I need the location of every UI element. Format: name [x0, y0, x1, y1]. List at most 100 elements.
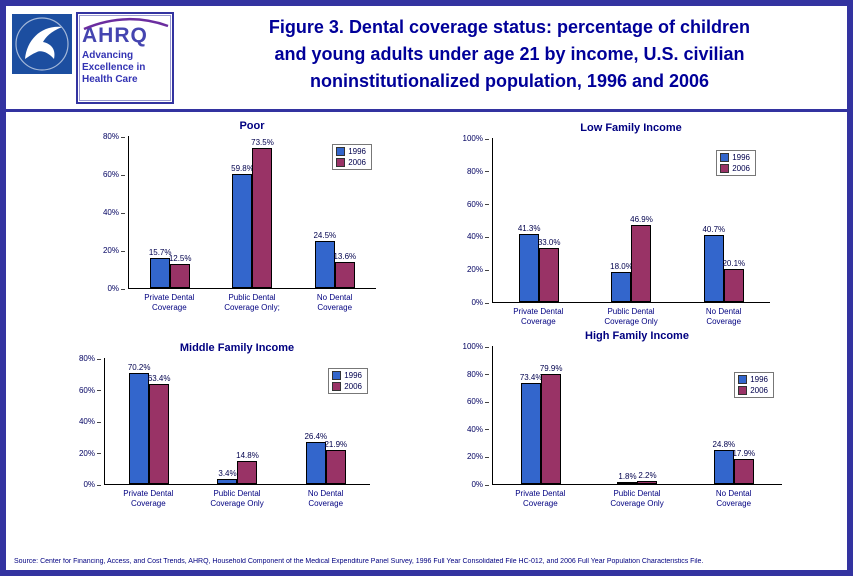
bar-1996: 1.8%	[617, 472, 638, 484]
chart-low-family-income: Low Family Income 0% 20% 40% 60% 80% 100% 199…	[458, 122, 770, 327]
ahrq-tagline-line: Advancing	[82, 50, 134, 61]
bar-group: 15.7% 12.5%	[149, 248, 192, 288]
chart-title: Middle Family Income	[179, 342, 295, 354]
bar-value-label: 20.1%	[722, 259, 746, 269]
bar-value-label: 17.9%	[732, 449, 756, 459]
bar-2006: 17.9%	[732, 449, 755, 484]
y-tick-label: 80%	[102, 132, 126, 141]
bar-1996: 26.4%	[304, 432, 327, 484]
bar-rect-2006	[637, 480, 658, 484]
y-tick-label: 20%	[78, 448, 102, 458]
bar-2006: 14.8%	[236, 451, 259, 484]
legend-label: 1996	[344, 371, 362, 380]
bar-group: 40.7% 20.1%	[702, 225, 746, 302]
legend-item-1996: 1996	[332, 371, 362, 380]
bar-2006: 46.9%	[630, 215, 653, 302]
bar-2006: 33.0%	[538, 238, 561, 302]
legend-swatch	[336, 147, 346, 156]
plot-area: 1996 2006 15.7% 12.5% 59.8% 73.5% 24.5% 13.6%	[128, 136, 376, 289]
bar-2006: 12.5%	[169, 254, 192, 288]
bar-rect-1996	[129, 373, 150, 484]
bar-rect-2006	[631, 225, 652, 302]
x-category-label: Public Dental Coverage Only	[610, 489, 664, 508]
legend-swatch	[336, 158, 346, 167]
legend-swatch	[738, 386, 748, 395]
figure-title-line: noninstitutionalized population, 1996 an…	[309, 71, 710, 91]
legend-label: 1996	[750, 375, 768, 384]
legend-label: 2006	[344, 382, 362, 391]
legend-swatch	[332, 382, 342, 391]
y-tick-label: 20%	[466, 452, 490, 462]
x-category-label: Public Dental Coverage Only;	[224, 293, 280, 312]
bar-rect-1996	[232, 174, 253, 288]
x-category-label: Private Dental Coverage	[515, 489, 566, 508]
legend-item-1996: 1996	[720, 153, 750, 162]
plot-area: 1996 2006 70.2% 63.4% 3.4% 14.8% 26.4% 21.9%	[104, 358, 370, 485]
y-tick-label: 40%	[102, 208, 126, 217]
y-tick-label: 80%	[466, 166, 490, 176]
plot-area: 1996 2006 41.3% 33.0% 18.0% 46.9% 40.7% 20.1%	[492, 138, 770, 303]
x-category-label: No Dental Coverage	[307, 489, 344, 508]
y-tick-label: 40%	[466, 424, 490, 434]
bar-2006: 2.2%	[637, 471, 658, 484]
x-category-label: Public Dental Coverage Only	[604, 307, 658, 326]
plot-area: 1996 2006 73.4% 79.9% 1.8% 2.2% 24.8% 17.9%	[492, 346, 782, 485]
chart-title: Poor	[239, 120, 265, 132]
y-tick-label: 60%	[466, 199, 490, 209]
bar-rect-2006	[170, 264, 191, 288]
y-tick-label: 80%	[78, 354, 102, 363]
chart-body: 0% 20% 40% 60% 80% 100% 1996 2006 41.3% 33.0% 18…	[458, 135, 770, 307]
y-tick-label: 100%	[462, 342, 490, 351]
bar-rect-2006	[541, 373, 562, 484]
y-axis: 0% 20% 40% 60% 80% 100%	[458, 135, 492, 307]
bar-2006: 79.9%	[540, 364, 563, 484]
y-tick-label: 60%	[466, 397, 490, 407]
bar-1996: 24.8%	[712, 440, 735, 484]
y-tick-label: 0%	[107, 284, 125, 293]
bar-2006: 21.9%	[324, 440, 347, 484]
chart-body: 0% 20% 40% 60% 80% 100% 1996 2006 73.4% 79.9% 1.…	[458, 342, 782, 489]
ahrq-tagline-line: Excellence in	[82, 62, 146, 73]
chart-body: 0% 20% 40% 60% 80% 1996 2006 15.7% 12.5% 59.8% 7…	[94, 133, 376, 293]
bar-group: 1.8% 2.2%	[617, 471, 658, 484]
bar-rect-1996	[305, 442, 326, 484]
x-category-label: Private Dental Coverage	[144, 293, 195, 312]
x-category-label: No Dental Coverage	[705, 307, 742, 326]
bar-rect-2006	[733, 459, 754, 484]
bar-1996: 40.7%	[702, 225, 725, 302]
bar-rect-1996	[314, 241, 335, 288]
bar-group: 3.4% 14.8%	[217, 451, 259, 484]
bar-value-label: 26.4%	[304, 432, 328, 442]
bar-group: 24.5% 13.6%	[313, 231, 356, 288]
y-tick-label: 40%	[78, 417, 102, 426]
bar-rect-2006	[723, 269, 744, 302]
bar-group: 18.0% 46.9%	[610, 215, 653, 302]
bar-value-label: 79.9%	[539, 363, 563, 373]
bar-group: 26.4% 21.9%	[304, 432, 347, 484]
ahrq-tagline: Advancing Excellence in Health Care	[82, 50, 168, 86]
bar-1996: 59.8%	[231, 164, 254, 288]
bar-group: 70.2% 63.4%	[128, 363, 171, 484]
bar-value-label: 24.8%	[712, 439, 736, 449]
y-tick-label: 60%	[102, 170, 126, 179]
bar-value-label: 46.9%	[630, 215, 653, 225]
bar-rect-1996	[611, 272, 632, 302]
ahrq-logo: AHRQ Advancing Excellence in Health Care	[76, 12, 174, 104]
bar-rect-2006	[334, 262, 355, 288]
bar-rect-2006	[325, 449, 346, 484]
bar-group: 41.3% 33.0%	[518, 224, 561, 302]
chart-title: High Family Income	[585, 330, 689, 342]
bar-rect-1996	[713, 449, 734, 484]
bar-2006: 73.5%	[251, 138, 274, 288]
bar-value-label: 63.4%	[147, 374, 171, 384]
bar-rect-2006	[237, 460, 258, 484]
x-category-label: Public Dental Coverage Only	[210, 489, 264, 508]
ahrq-acronym: AHRQ	[82, 24, 148, 47]
charts-area: Poor 0% 20% 40% 60% 80% 1996 2006 15.7% 12.5% 5…	[6, 112, 847, 570]
bar-value-label: 59.8%	[231, 164, 254, 174]
bar-value-label: 70.2%	[127, 363, 151, 373]
legend: 1996 2006	[328, 368, 368, 394]
y-axis: 0% 20% 40% 60% 80%	[94, 133, 128, 293]
hhs-logo	[12, 14, 72, 74]
